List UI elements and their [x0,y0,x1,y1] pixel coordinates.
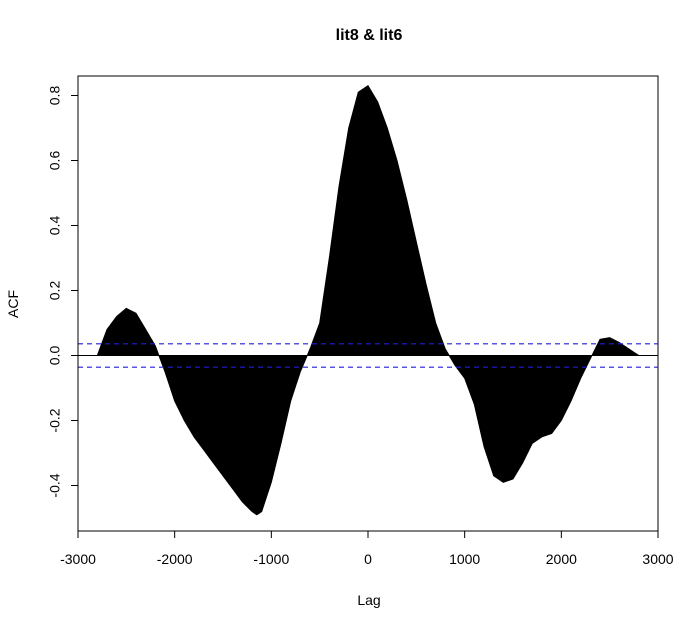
y-tick-label: 0.2 [47,281,63,301]
y-axis-label: ACF [5,290,21,318]
x-tick-label: 1000 [449,551,480,567]
x-tick-label: -3000 [60,551,96,567]
y-tick-label: 0.0 [47,346,63,366]
y-axis: -0.4 -0.2 0.0 0.2 0.4 0.6 0.8 [47,86,79,498]
x-axis-label: Lag [357,592,380,608]
x-tick-label: 0 [364,551,372,567]
y-tick-label: 0.6 [47,151,63,171]
y-tick-label: 0.8 [47,86,63,106]
x-axis: -3000 -2000 -1000 0 1000 2000 3000 [60,530,674,567]
chart-title: lit8 & lit6 [336,27,403,44]
x-tick-label: 3000 [642,551,673,567]
y-tick-label: -0.4 [47,473,63,497]
acf-area [96,84,641,516]
x-tick-label: -1000 [253,551,289,567]
y-tick-label: -0.2 [47,408,63,432]
y-tick-label: 0.4 [47,216,63,236]
x-tick-label: -2000 [157,551,193,567]
x-tick-label: 2000 [546,551,577,567]
